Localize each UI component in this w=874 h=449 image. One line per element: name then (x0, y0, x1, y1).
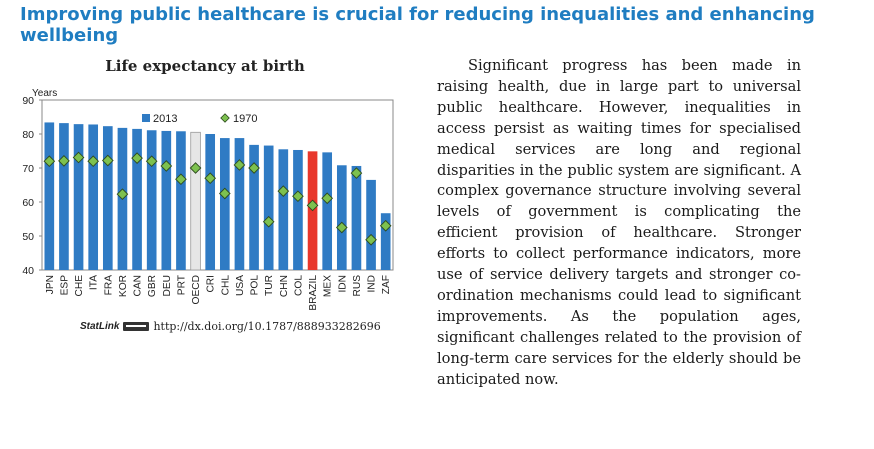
bar-esp (59, 123, 69, 271)
marker-pol (248, 162, 260, 174)
y-tick-label: 60 (22, 197, 34, 209)
x-tick-label: IDN (337, 275, 348, 293)
x-tick-label: ZAF (381, 275, 392, 294)
bar-usa (234, 138, 245, 270)
statlink-url[interactable]: http://dx.doi.org/10.1787/888933282696 (153, 320, 381, 333)
x-tick-label: OECD (191, 275, 202, 304)
marker-ind (365, 233, 377, 246)
marker-oecd (189, 162, 202, 174)
y-axis: 40 50 60 70 80 90 (22, 95, 42, 277)
x-tick-label: ESP (59, 275, 70, 296)
bar-pol (249, 144, 259, 270)
marker-fra (101, 154, 114, 167)
marker-tur (262, 215, 275, 228)
x-tick-label: COL (293, 275, 304, 296)
marker-mex (321, 192, 334, 205)
marker-kor (116, 188, 129, 201)
plot-frame (41, 99, 394, 271)
x-tick-label: USA (235, 275, 246, 296)
marker-cri (204, 172, 217, 185)
body-paragraph: Significant progress has been made in ra… (437, 57, 801, 388)
x-tick-label: CAN (133, 275, 144, 297)
y-tick-label: 70 (22, 163, 34, 175)
legend-1970-label: 1970 (233, 113, 257, 125)
x-tick-label: KOR (118, 275, 129, 297)
x-tick-label: GBR (147, 275, 158, 297)
bar-deu (161, 130, 172, 270)
statlink-brand: StatLink (80, 321, 120, 332)
marker-esp (58, 155, 70, 167)
bar-zaf (380, 213, 391, 270)
chart-title: Life expectancy at birth (105, 57, 305, 75)
x-tick-label: IND (367, 275, 378, 293)
y-tick-label: 50 (22, 231, 34, 243)
bar-fra (102, 126, 113, 271)
x-tick-label: ITA (89, 275, 100, 290)
marker-che (72, 151, 85, 164)
x-tick-label: CHN (279, 275, 290, 297)
x-tick-label: FRA (103, 275, 114, 296)
marker-prt (175, 173, 187, 186)
marker-chn (277, 185, 290, 197)
marker-ita (87, 155, 100, 168)
bar-rus (351, 165, 362, 270)
marker-rus (350, 167, 363, 179)
marker-idn (335, 221, 348, 234)
bar-ind (366, 179, 376, 270)
marker-deu (160, 160, 173, 172)
legend-2013-label: 2013 (153, 113, 177, 125)
marker-usa (233, 159, 246, 171)
bar-ita (88, 124, 99, 270)
life-expectancy-chart: 40 50 60 70 80 90 Years JPN ESP CHE ITA FRA KOR CAN… (22, 88, 394, 311)
bar-idn (336, 165, 347, 270)
marker-brazil (306, 199, 319, 212)
statlink[interactable]: StatLink http://dx.doi.org/10.1787/88893… (80, 320, 381, 333)
bar-tur (263, 145, 274, 270)
x-axis-labels: JPN ESP CHE ITA FRA KOR CAN GBR DEU PRT OECD CRI CHL… (45, 275, 392, 311)
bar-col (293, 149, 303, 270)
bar-chl (219, 138, 230, 270)
markers-1970 (43, 151, 392, 246)
bars-2013 (44, 122, 391, 271)
x-tick-label: DEU (162, 275, 173, 297)
x-tick-label: BRAZIL (308, 275, 319, 311)
x-tick-label: MEX (323, 275, 334, 297)
x-tick-label: POL (250, 275, 261, 296)
marker-chl (218, 187, 231, 200)
y-axis-label: Years (32, 88, 57, 99)
x-tick-label: RUS (352, 275, 363, 297)
bar-che (73, 124, 84, 270)
x-tick-label: CHL (220, 275, 231, 296)
marker-jpn (43, 155, 56, 168)
bar-cri (205, 134, 216, 270)
marker-gbr (145, 155, 158, 168)
bar-chn (278, 149, 289, 270)
x-tick-label: JPN (45, 275, 56, 294)
y-tick-label: 40 (22, 265, 34, 277)
x-tick-label: TUR (264, 275, 275, 296)
bar-oecd (190, 131, 201, 271)
chart-legend: 2013 1970 (142, 113, 257, 125)
marker-can (131, 152, 143, 164)
marker-col (292, 190, 304, 203)
marker-zaf (379, 219, 392, 232)
legend-2013-swatch (142, 114, 150, 122)
bar-mex (322, 152, 333, 270)
bar-prt (176, 131, 186, 270)
y-tick-label: 90 (22, 95, 34, 107)
legend-1970-marker (220, 113, 230, 123)
x-tick-label: PRT (176, 275, 187, 295)
bar-gbr (146, 130, 157, 270)
y-tick-label: 80 (22, 129, 34, 141)
bar-can (132, 128, 142, 270)
statlink-logo-icon (123, 322, 150, 331)
page-headline: Improving public healthcare is crucial f… (20, 4, 815, 46)
bar-jpn (44, 122, 55, 270)
x-tick-label: CRI (206, 275, 217, 293)
x-tick-label: CHE (74, 275, 85, 297)
